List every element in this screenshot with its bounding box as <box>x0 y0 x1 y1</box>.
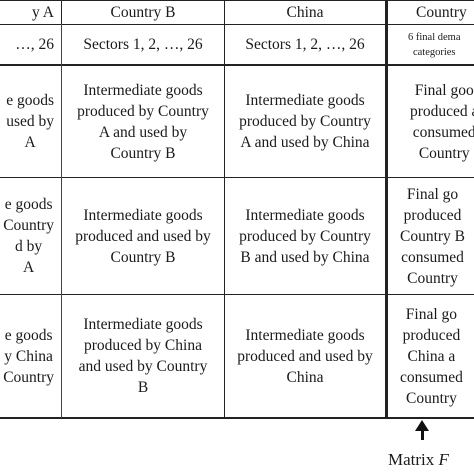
arrow-shaft <box>421 426 424 440</box>
cell-r3-c3: Final go produced China a consumed Count… <box>400 305 463 407</box>
col-line-1 <box>61 24 62 418</box>
subheader-divider <box>0 64 474 66</box>
row-divider-1 <box>0 177 474 178</box>
cell-r3-c2: Intermediate goods produced and used by … <box>237 326 373 386</box>
header-country-b: Country B <box>110 3 176 21</box>
cell-r1-c0: e goods used by A <box>6 92 54 151</box>
cell-r1-c3: Final goo produced a consumed Country <box>410 81 474 162</box>
cell-r3-c0: e goods y China Country <box>3 326 54 386</box>
matrix-label-prefix: Matrix <box>388 450 439 469</box>
col-line-2 <box>224 0 225 418</box>
cell-r2-c2: Intermediate goods produced by Country B… <box>239 206 371 266</box>
cell-r1-c2: Intermediate goods produced by Country A… <box>239 92 371 151</box>
cell-r2-c0: e goods Country d by A <box>3 196 54 276</box>
matrix-label-variable: F <box>438 450 449 469</box>
subheader-sectors-b: Sectors 1, 2, …, 26 <box>83 36 203 53</box>
subheader-final-demand: 6 final dema categories <box>408 31 461 58</box>
subheader-sectors-china: Sectors 1, 2, …, 26 <box>245 36 365 53</box>
col-line-3 <box>385 0 388 418</box>
matrix-f-label: Matrix F <box>388 448 449 472</box>
header-country: Country <box>416 3 467 21</box>
subheader-sectors-a: …, 26 <box>15 36 54 53</box>
cell-r3-c1: Intermediate goods produced by China and… <box>78 316 208 396</box>
table-top-border <box>0 0 474 1</box>
row-divider-2 <box>0 294 474 295</box>
header-country-a: y A <box>32 3 54 21</box>
cell-r2-c3: Final go produced Country B consumed Cou… <box>400 185 466 287</box>
cell-r2-c1: Intermediate goods produced and used by … <box>75 206 211 266</box>
header-china: China <box>286 3 324 21</box>
header-divider <box>0 24 474 25</box>
col-line-1-header <box>61 0 62 24</box>
arrow-up-icon <box>415 420 429 431</box>
cell-r1-c1: Intermediate goods produced by Country A… <box>77 81 209 162</box>
table-bottom-border <box>0 417 474 419</box>
